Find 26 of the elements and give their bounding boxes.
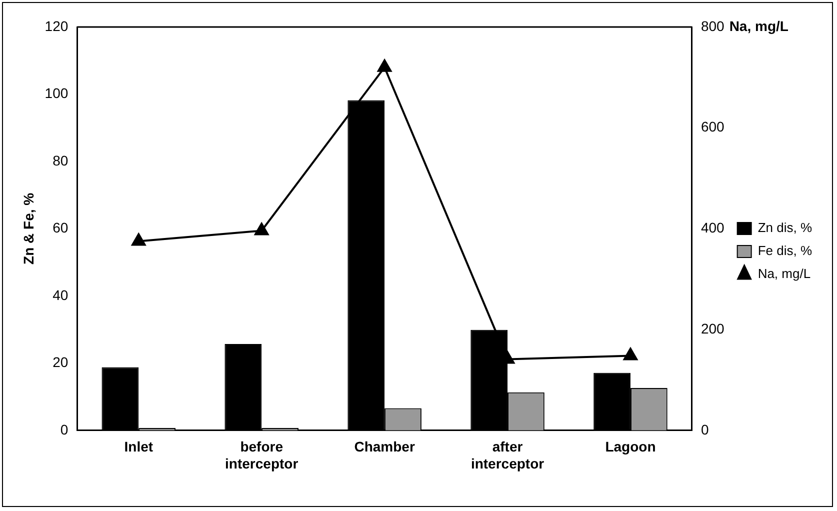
legend-label: Zn dis, %: [758, 220, 812, 236]
y-tick-label: 80: [52, 152, 68, 168]
x-tick-label: Inlet: [124, 438, 154, 455]
x-tick-label: before interceptor: [225, 438, 299, 472]
y-tick-label: 120: [44, 18, 68, 34]
y2-axis-title: Na, mg/L: [729, 18, 789, 34]
y2-tick-label: 200: [700, 320, 725, 336]
y2-tick-label: 800: [700, 18, 725, 34]
legend-label: Na, mg/L: [758, 266, 811, 282]
point: [623, 348, 638, 360]
legend-label: Fe dis, %: [758, 243, 812, 258]
point: [377, 59, 392, 72]
y2-tick-label: 600: [700, 118, 725, 135]
y-tick-label: 0: [60, 421, 68, 438]
point: [132, 233, 146, 246]
y-tick-label: 60: [52, 220, 68, 236]
y-tick-label: 40: [52, 286, 68, 303]
y2-tick-label: 400: [700, 220, 725, 236]
y-tick-label: 100: [44, 85, 68, 102]
x-tick-label: Lagoon: [605, 438, 656, 455]
x-tick-label: after interceptor: [470, 438, 545, 472]
y2-tick-label: 0: [700, 421, 709, 438]
y-axis-title: Zn & Fe, %: [20, 192, 36, 264]
point: [254, 222, 269, 236]
y-tick-label: 20: [52, 354, 68, 370]
x-tick-label: Chamber: [354, 438, 416, 455]
